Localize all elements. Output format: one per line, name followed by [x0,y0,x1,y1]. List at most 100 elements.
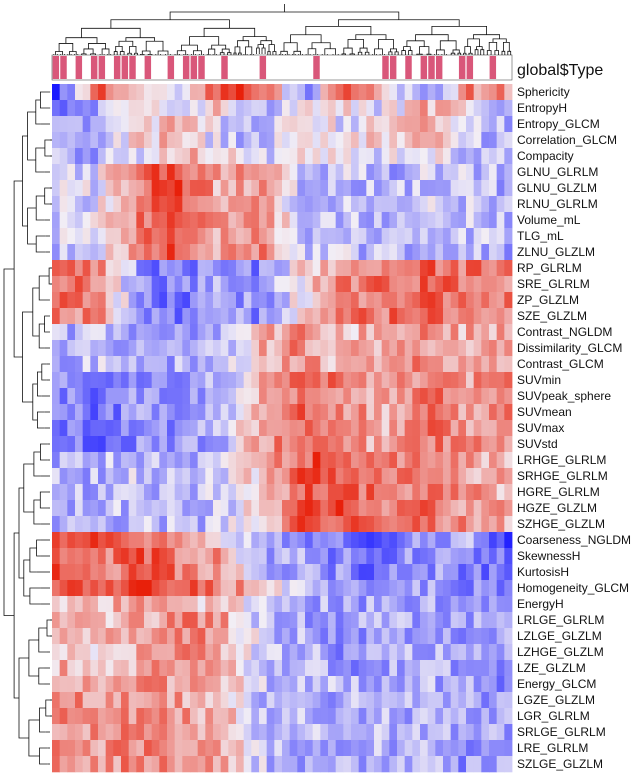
heatmap-cell [397,100,406,117]
heatmap-cell [489,532,498,549]
heatmap-cell [389,628,398,645]
heatmap-cell [98,724,107,741]
heatmap-cell [397,596,406,613]
dendrogram-branch [41,363,47,381]
heatmap-cell [466,692,475,709]
heatmap-cell [489,84,498,101]
heatmap-cell [489,196,498,213]
row-label: Contrast_NGLDM [517,325,612,339]
heatmap-cell [458,132,467,149]
dendrogram-branch [359,47,368,53]
heatmap-cell [450,628,459,645]
heatmap-cell [167,756,176,773]
heatmap-cell [335,676,344,693]
heatmap-cell [236,212,245,229]
heatmap-cell [435,100,444,117]
heatmap-cell [435,612,444,629]
heatmap-cell [412,756,421,773]
heatmap-cell [351,692,360,709]
heatmap-cell [305,516,314,533]
heatmap-cell [496,532,505,549]
heatmap-cell [174,564,183,581]
dendrogram-branch [101,48,110,59]
heatmap-cell [328,484,337,501]
heatmap-cell [312,276,321,293]
heatmap-cell [113,628,122,645]
dendrogram-branch [338,19,460,27]
heatmap-cell [113,244,122,261]
heatmap-cell [374,436,383,453]
row-label: HGRE_GLRLM [517,485,600,499]
heatmap-cell [389,324,398,341]
heatmap-cell [427,564,436,581]
heatmap-cell [243,532,252,549]
heatmap-cell [105,548,114,565]
heatmap-cell [412,500,421,517]
heatmap-cell [75,308,84,325]
heatmap-cell [274,628,283,645]
heatmap-cell [182,116,191,133]
heatmap-cell [213,644,222,661]
heatmap-cell [90,276,99,293]
heatmap-cell [236,676,245,693]
heatmap-cell [159,516,168,533]
heatmap-cell [297,228,306,245]
dendrogram-branch [33,499,41,525]
heatmap-cell [374,244,383,261]
heatmap-cell [427,404,436,421]
heatmap-cell [297,116,306,133]
heatmap-cell [282,660,291,677]
heatmap-cell [343,596,352,613]
annotation-cell [159,56,167,79]
heatmap-cell [205,516,214,533]
heatmap-cell [236,292,245,309]
heatmap-cell [282,484,291,501]
heatmap-cell [228,308,237,325]
heatmap-cell [312,308,321,325]
heatmap-cell [427,532,436,549]
heatmap-cell [59,212,68,229]
heatmap-cell [243,372,252,389]
heatmap-cell [67,676,76,693]
row-label: Coarseness_NGLDM [517,533,631,547]
heatmap-cell [466,580,475,597]
heatmap-cell [366,628,375,645]
heatmap-cell [144,372,153,389]
heatmap-cell [435,708,444,725]
heatmap-cell [205,244,214,261]
heatmap-cell [90,244,99,261]
heatmap-cell [435,500,444,517]
heatmap-cell [167,164,176,181]
heatmap-cell [335,244,344,261]
heatmap-cell [121,388,130,405]
annotation-cell [290,56,297,79]
heatmap-cell [274,404,283,421]
heatmap-cell [67,436,76,453]
dendrogram-branch [65,37,98,44]
heatmap-cell [481,452,490,469]
heatmap-cell [98,148,107,165]
dendrogram-branch [221,48,230,53]
heatmap-cell [404,404,413,421]
heatmap-cell [52,740,61,757]
heatmap-cell [167,548,176,565]
heatmap-cell [381,212,390,229]
heatmap-cell [182,660,191,677]
heatmap-cell [197,612,206,629]
heatmap-cell [466,404,475,421]
heatmap-cell [197,340,206,357]
heatmap-cell [397,740,406,757]
heatmap-cell [213,740,222,757]
heatmap-cell [343,388,352,405]
heatmap-cell [450,292,459,309]
heatmap-cell [496,84,505,101]
heatmap-cell [320,228,329,245]
heatmap-cell [121,436,130,453]
heatmap-cell [458,308,467,325]
heatmap-cell [136,116,145,133]
heatmap-cell [59,372,68,389]
heatmap-cell [381,148,390,165]
heatmap-cell [144,340,153,357]
heatmap-cell [174,356,183,373]
heatmap-cell [404,452,413,469]
